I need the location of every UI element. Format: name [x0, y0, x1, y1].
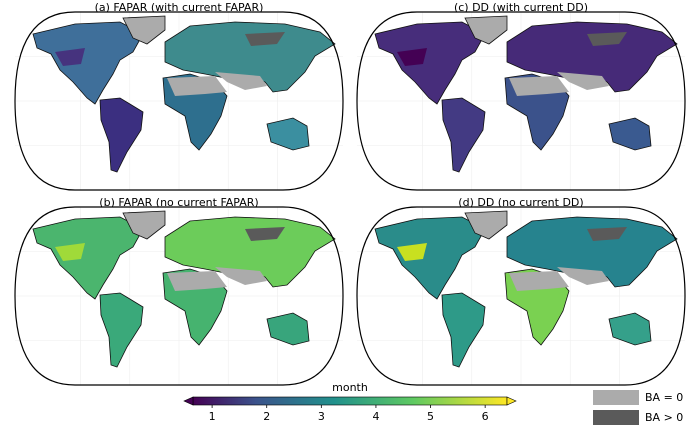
land — [164, 216, 336, 288]
map-panel — [356, 11, 686, 191]
land — [608, 312, 652, 346]
panel-title: (a) FAPAR (with current FAPAR) — [95, 1, 264, 14]
land-no-burn — [215, 267, 267, 285]
map-panel — [14, 206, 344, 386]
legend-label: BA > 0 — [645, 411, 683, 424]
map-outline — [356, 206, 686, 386]
land-detail — [397, 48, 427, 66]
legend-label: BA = 0 — [645, 391, 683, 404]
land — [441, 97, 486, 173]
colorbar-extend — [183, 396, 194, 406]
land-no-burn — [122, 15, 166, 45]
colorbar-tick-label: 4 — [372, 410, 379, 423]
land-no-burn — [509, 271, 569, 291]
land — [164, 21, 336, 93]
colorbar-label: month — [332, 381, 368, 394]
colorbar-tick-label: 6 — [482, 410, 489, 423]
land-no-burn — [122, 210, 166, 240]
land — [266, 117, 310, 151]
land-no-burn — [464, 15, 508, 45]
colorbar-extend — [506, 396, 517, 406]
colorbar-tick-label: 5 — [427, 410, 434, 423]
land-detail — [587, 32, 627, 46]
land-detail — [587, 227, 627, 241]
panel-title: (b) FAPAR (no current FAPAR) — [99, 196, 258, 209]
map-outline — [356, 11, 686, 191]
land-no-burn — [167, 76, 227, 96]
land-no-burn — [167, 271, 227, 291]
land — [99, 292, 144, 368]
land — [506, 216, 678, 288]
land-no-burn — [464, 210, 508, 240]
land-no-burn — [557, 72, 609, 90]
colorbar-tick-label: 3 — [318, 410, 325, 423]
land-detail — [245, 227, 285, 241]
land-no-burn — [509, 76, 569, 96]
legend-swatch — [593, 410, 639, 425]
map-panel — [14, 11, 344, 191]
land-no-burn — [215, 72, 267, 90]
panel-title: (d) DD (no current DD) — [458, 196, 583, 209]
legend-swatch — [593, 390, 639, 405]
land — [99, 97, 144, 173]
land — [506, 21, 678, 93]
land-no-burn — [557, 267, 609, 285]
land-detail — [397, 243, 427, 261]
land — [266, 312, 310, 346]
panel-title: (c) DD (with current DD) — [454, 1, 588, 14]
map-outline — [14, 11, 344, 191]
land-detail — [55, 243, 85, 261]
map-panel — [356, 206, 686, 386]
colorbar-tick-label: 2 — [263, 410, 270, 423]
land-detail — [55, 48, 85, 66]
land — [608, 117, 652, 151]
land — [441, 292, 486, 368]
map-outline — [14, 206, 344, 386]
land-detail — [245, 32, 285, 46]
colorbar — [192, 396, 508, 406]
colorbar-tick-label: 1 — [209, 410, 216, 423]
